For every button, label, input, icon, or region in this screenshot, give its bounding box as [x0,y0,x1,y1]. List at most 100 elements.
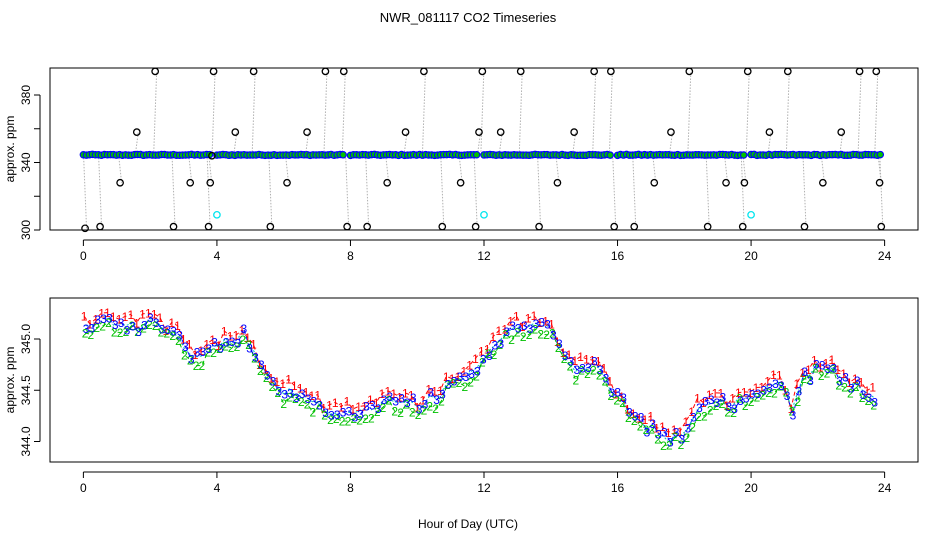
top-panel-calibration-plot: approx. ppm 0 4 8 12 16 20 24 300 340 380 [3,67,919,263]
x-tick-label: 0 [80,481,87,495]
series-marker-2: 2 [543,328,550,342]
series-marker-1: 1 [834,363,841,377]
series-marker-1: 1 [770,368,777,382]
baseline-point [876,150,885,159]
series-marker-3: 3 [749,387,756,401]
series-marker-1: 1 [782,383,789,397]
series-marker-1: 1 [788,402,795,416]
series-marker-2: 2 [117,326,124,340]
series-marker-2: 2 [350,412,357,426]
series-marker-1: 1 [478,345,485,359]
series-marker-3: 3 [240,322,247,336]
series-marker-1: 1 [571,354,578,368]
series-marker-3: 3 [83,322,90,336]
series-marker-2: 2 [625,411,632,425]
series-marker-1: 1 [642,413,649,427]
series-marker-2: 2 [532,322,539,336]
series-marker-1: 1 [799,366,806,380]
series-marker-1: 1 [227,330,234,344]
series-marker-1: 1 [618,390,625,404]
series-marker-1: 1 [484,343,491,357]
series-marker-3: 3 [842,370,849,384]
series-marker-1: 1 [519,320,526,334]
series-marker-2: 2 [105,316,112,330]
series-marker-2: 2 [380,401,387,415]
series-marker-1: 1 [455,370,462,384]
series-marker-2: 2 [450,376,457,390]
calibration-connector [592,71,597,155]
calibration-point [420,67,428,76]
series-line-3 [86,316,876,443]
series-marker-1: 1 [659,420,666,434]
series-marker-1: 1 [694,391,701,405]
series-marker-2: 2 [374,405,381,419]
mean-line [84,315,875,444]
series-marker-3: 3 [831,361,838,375]
calibration-point [819,178,827,187]
series-marker-3: 3 [328,409,335,423]
series-marker-2: 2 [742,399,749,413]
series-marker-1: 1 [554,335,561,349]
flagged-point [480,210,488,219]
series-marker-2: 2 [222,340,229,354]
calibration-point [266,222,275,231]
series-marker-1: 1 [443,370,450,384]
series-marker-1: 1 [379,387,386,401]
series-marker-3: 3 [591,355,598,369]
series-marker-3: 3 [311,395,318,409]
series-marker-3: 3 [760,383,767,397]
calibration-connector [476,132,481,155]
calibration-connector [705,154,710,227]
calibration-connector [480,71,485,155]
series-marker-3: 3 [527,322,534,336]
series-marker-3: 3 [392,394,399,408]
series-marker-2: 2 [275,386,282,400]
series-marker-1: 1 [344,395,351,409]
calibration-point [667,128,675,136]
series-marker-3: 3 [112,318,119,332]
series-marker-3: 3 [492,339,499,353]
series-marker-3: 3 [445,378,452,392]
series-marker-2: 2 [269,380,276,394]
series-marker-1: 1 [718,387,725,401]
series-marker-1: 1 [408,389,415,403]
series-marker-2: 2 [386,393,393,407]
series-marker-1: 1 [840,367,847,381]
calibration-point [740,178,749,187]
series-marker-2: 2 [368,411,375,425]
series-marker-1: 1 [496,324,503,338]
series-marker-3: 3 [264,369,271,383]
series-marker-3: 3 [170,325,177,339]
bottom-panel-sample-plot: approx. ppm 0 4 8 12 16 20 24344.0344.5345.011… [3,297,919,495]
series-marker-3: 3 [644,425,651,439]
series-marker-2: 2 [847,387,854,401]
series-marker-2: 2 [701,409,708,423]
series-marker-2: 2 [362,412,369,426]
calibration-connector [153,71,158,155]
series-marker-1: 1 [309,389,316,403]
calibration-connector [134,132,139,155]
series-marker-3: 3 [480,353,487,367]
series-marker-3: 3 [819,359,826,373]
series-marker-1: 1 [110,310,117,324]
series-marker-2: 2 [806,373,813,387]
series-marker-3: 3 [135,325,142,339]
series-marker-2: 2 [666,439,673,453]
series-marker-1: 1 [764,374,771,388]
series-marker-1: 1 [291,379,298,393]
series-marker-2: 2 [485,347,492,361]
flagged-point [213,210,221,219]
series-marker-3: 3 [813,357,820,371]
series-marker-2: 2 [689,420,696,434]
series-marker-2: 2 [818,369,825,383]
series-marker-2: 2 [134,325,141,339]
calibration-point [96,222,104,231]
series-marker-2: 2 [619,396,626,410]
series-marker-1: 1 [548,317,555,331]
series-marker-2: 2 [853,380,860,394]
series-marker-2: 2 [771,386,778,400]
series-marker-2: 2 [158,326,165,340]
series-marker-3: 3 [235,337,242,351]
top-y-axis-label: approx. ppm [3,116,17,183]
series-marker-2: 2 [467,375,474,389]
